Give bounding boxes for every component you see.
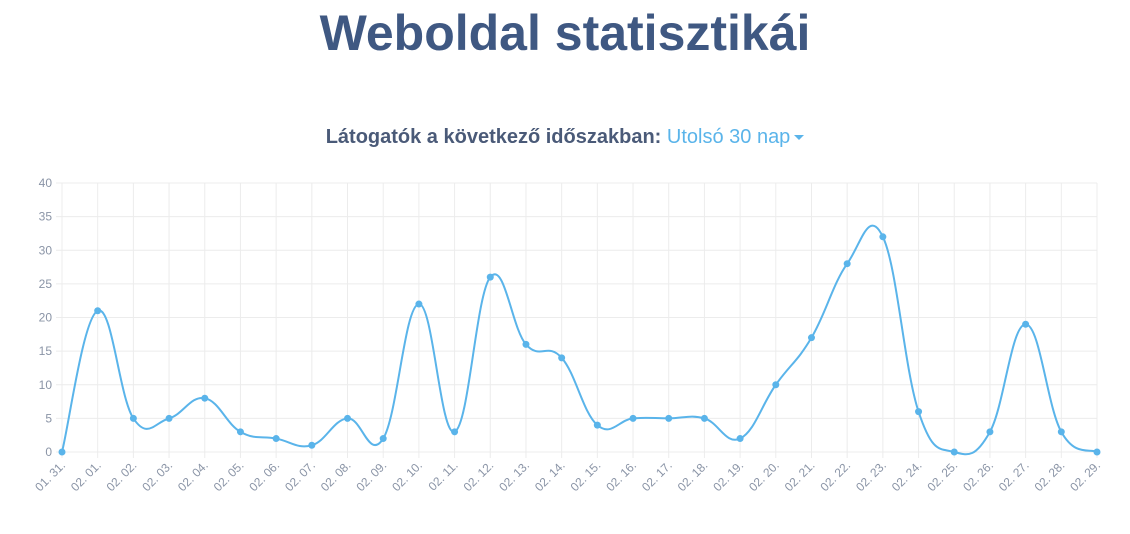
y-tick-label: 0 — [45, 445, 52, 459]
point — [1057, 428, 1065, 436]
point — [58, 448, 66, 456]
line — [61, 224, 1098, 456]
period-dropdown[interactable]: Utolsó 30 nap — [666, 126, 805, 148]
period-selector: Látogatók a következő időszakban: Utolsó… — [0, 126, 1130, 149]
x-tick-label: 02. 10. — [389, 458, 425, 494]
x-tick-label: 02. 25. — [925, 458, 961, 494]
x-tick-label: 02. 08. — [318, 458, 354, 494]
x-tick-label: 02. 01. — [68, 458, 104, 494]
point — [950, 448, 958, 456]
y-tick-label: 30 — [39, 243, 53, 257]
point — [486, 273, 494, 281]
y-tick-label: 15 — [39, 344, 53, 358]
point — [665, 414, 673, 422]
point — [451, 428, 459, 436]
y-tick-label: 35 — [39, 210, 53, 224]
point — [700, 414, 708, 422]
x-tick-label: 02. 15. — [568, 458, 604, 494]
point — [736, 435, 744, 443]
x-tick-label: 02. 22. — [817, 458, 853, 494]
x-tick-label: 02. 28. — [1032, 458, 1068, 494]
x-tick-label: 02. 17. — [639, 458, 675, 494]
point — [629, 414, 637, 422]
x-tick-label: 02. 03. — [139, 458, 175, 494]
point — [165, 414, 173, 422]
x-tick-label: 02. 06. — [246, 458, 282, 494]
point — [379, 435, 387, 443]
point — [415, 300, 423, 308]
x-tick-label: 02. 27. — [996, 458, 1032, 494]
point — [272, 435, 280, 443]
x-tick-label: 02. 02. — [104, 458, 140, 494]
y-tick-label: 20 — [39, 311, 53, 325]
point — [879, 233, 887, 241]
x-tick-label: 02. 05. — [211, 458, 247, 494]
point — [593, 421, 601, 429]
point — [772, 381, 780, 389]
y-tick-label: 5 — [45, 411, 52, 425]
page-title: Weboldal statisztikái — [319, 5, 811, 61]
point — [201, 394, 209, 402]
x-tick-label: 02. 21. — [782, 458, 818, 494]
point — [94, 307, 102, 315]
point — [308, 441, 316, 449]
x-tick-label: 02. 12. — [461, 458, 497, 494]
point — [807, 334, 815, 342]
x-tick-label: 02. 07. — [282, 458, 318, 494]
x-tick-label: 02. 20. — [746, 458, 782, 494]
x-tick-label: 02. 18. — [675, 458, 711, 494]
point — [986, 428, 994, 436]
x-tick-label: 02. 23. — [853, 458, 889, 494]
y-tick-label: 40 — [39, 176, 53, 190]
point — [1093, 448, 1101, 456]
x-tick-label: 02. 24. — [889, 458, 925, 494]
y-tick-label: 10 — [39, 378, 53, 392]
point — [129, 414, 137, 422]
x-tick-label: 02. 11. — [425, 458, 460, 493]
period-label: Utolsó 30 nap — [666, 126, 791, 148]
x-tick-label: 02. 19. — [710, 458, 746, 494]
x-tick-label: 02. 26. — [960, 458, 996, 494]
x-tick-label: 02. 29. — [1067, 458, 1103, 494]
point — [843, 260, 851, 268]
x-tick-label: 02. 14. — [532, 458, 568, 494]
x-tick-label: 02. 16. — [603, 458, 639, 494]
x-tick-label: 02. 09. — [353, 458, 389, 494]
point — [522, 340, 530, 348]
point — [1022, 320, 1030, 328]
caret — [794, 135, 805, 141]
x-tick-label: 02. 04. — [175, 458, 211, 494]
y-tick-label: 25 — [39, 277, 53, 291]
subtitle: Látogatók a következő időszakban: — [325, 126, 662, 148]
point — [915, 408, 923, 416]
point — [344, 414, 352, 422]
point — [558, 354, 566, 362]
point — [236, 428, 244, 436]
x-tick-label: 02. 13. — [496, 458, 532, 494]
x-tick-label: 01. 31. — [32, 458, 68, 494]
